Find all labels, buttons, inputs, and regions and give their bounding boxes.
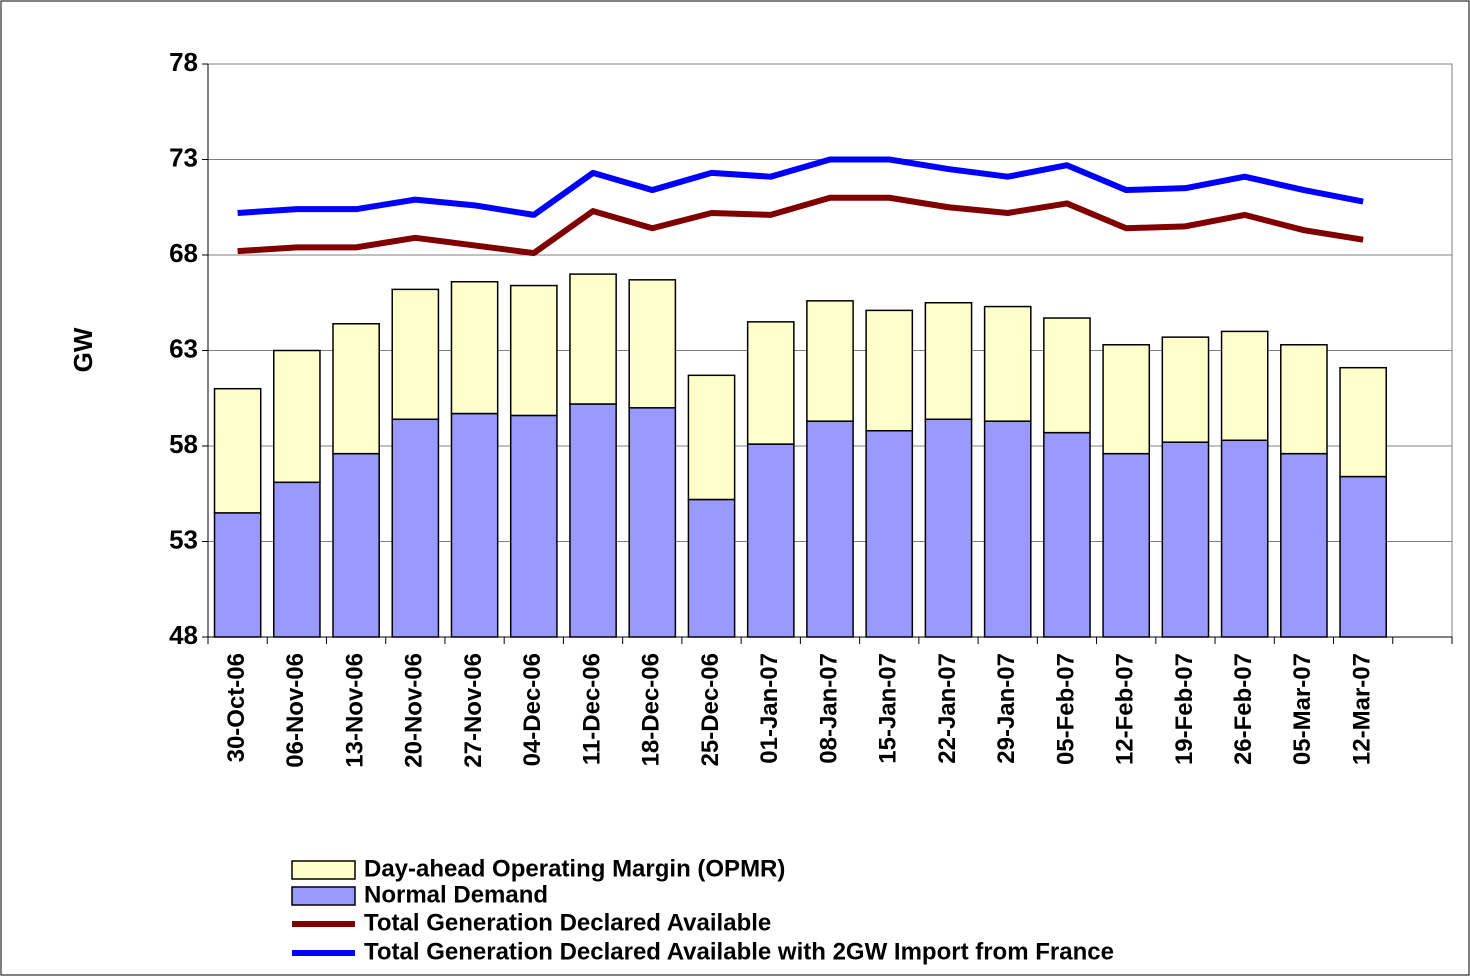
y-tick-label: 53 bbox=[169, 524, 198, 554]
bar bbox=[746, 443, 795, 638]
bar bbox=[1339, 475, 1387, 638]
x-tick-label: 22-Jan-07 bbox=[934, 653, 961, 764]
bar bbox=[1280, 344, 1328, 455]
legend-label: Day-ahead Operating Margin (OPMR) bbox=[364, 855, 785, 882]
bar bbox=[569, 273, 617, 405]
line bbox=[237, 156, 1364, 218]
x-tick-label: 13-Nov-06 bbox=[341, 653, 368, 768]
x-tick-label: 19-Feb-07 bbox=[1171, 653, 1198, 765]
x-tick-label: 27-Nov-06 bbox=[460, 653, 487, 768]
bar bbox=[806, 420, 854, 638]
line bbox=[237, 194, 1364, 257]
x-tick-label: 20-Nov-06 bbox=[401, 653, 428, 768]
bar bbox=[628, 407, 677, 638]
x-tick-label: 11-Dec-06 bbox=[578, 653, 605, 765]
bar bbox=[273, 349, 321, 484]
bar bbox=[391, 288, 440, 421]
x-tick-label: 08-Jan-07 bbox=[815, 653, 842, 764]
y-tick-label: 73 bbox=[169, 142, 198, 172]
x-tick-label: 01-Jan-07 bbox=[756, 653, 783, 764]
y-tick-label: 78 bbox=[169, 47, 198, 77]
x-tick-label: 05-Mar-07 bbox=[1289, 653, 1316, 765]
bar bbox=[450, 412, 499, 638]
y-tick-label: 68 bbox=[169, 238, 198, 268]
x-tick-label: 12-Mar-07 bbox=[1348, 653, 1375, 765]
bar bbox=[332, 323, 380, 455]
bar bbox=[391, 418, 440, 638]
bar bbox=[1102, 344, 1151, 455]
bar bbox=[924, 418, 973, 638]
bar bbox=[1043, 431, 1091, 638]
y-axis-label: GW bbox=[68, 327, 98, 372]
bar bbox=[450, 280, 499, 415]
bar bbox=[1043, 317, 1091, 434]
bar bbox=[509, 284, 558, 417]
bar bbox=[687, 374, 736, 501]
bar bbox=[1339, 366, 1387, 478]
bar bbox=[569, 403, 617, 638]
legend-swatch bbox=[291, 860, 356, 880]
bar bbox=[1280, 452, 1328, 638]
bar bbox=[1220, 439, 1269, 638]
bar bbox=[806, 300, 854, 422]
bar bbox=[865, 309, 914, 432]
legend-label: Normal Demand bbox=[364, 881, 548, 908]
y-tick-label: 58 bbox=[169, 429, 198, 459]
bar bbox=[628, 279, 677, 409]
x-tick-label: 26-Feb-07 bbox=[1230, 653, 1257, 765]
bar bbox=[746, 321, 795, 445]
bar bbox=[983, 420, 1032, 638]
legend-label: Total Generation Declared Available bbox=[364, 909, 771, 936]
bar bbox=[213, 512, 262, 638]
y-tick-label: 63 bbox=[169, 333, 198, 363]
bar bbox=[509, 414, 558, 638]
y-tick-label: 48 bbox=[169, 620, 198, 650]
bar bbox=[865, 429, 914, 638]
x-tick-label: 04-Dec-06 bbox=[519, 653, 546, 766]
bar bbox=[924, 302, 973, 421]
legend-label: Total Generation Declared Available with… bbox=[364, 938, 1114, 965]
x-tick-label: 15-Jan-07 bbox=[875, 653, 902, 764]
bar bbox=[213, 387, 262, 514]
bar bbox=[273, 481, 321, 638]
x-tick-label: 06-Nov-06 bbox=[282, 653, 309, 768]
bar bbox=[1220, 330, 1269, 442]
bar bbox=[1161, 336, 1210, 443]
x-tick-label: 12-Feb-07 bbox=[1112, 653, 1139, 765]
bar bbox=[1102, 452, 1151, 638]
x-tick-label: 25-Dec-06 bbox=[697, 653, 724, 766]
x-tick-label: 18-Dec-06 bbox=[638, 653, 665, 766]
bar bbox=[983, 305, 1032, 422]
bar bbox=[332, 452, 380, 638]
x-tick-label: 30-Oct-06 bbox=[223, 653, 250, 762]
bar bbox=[687, 498, 736, 638]
x-tick-label: 29-Jan-07 bbox=[993, 653, 1020, 764]
x-tick-label: 05-Feb-07 bbox=[1052, 653, 1079, 765]
legend-swatch bbox=[291, 886, 356, 906]
bar bbox=[1161, 441, 1210, 638]
